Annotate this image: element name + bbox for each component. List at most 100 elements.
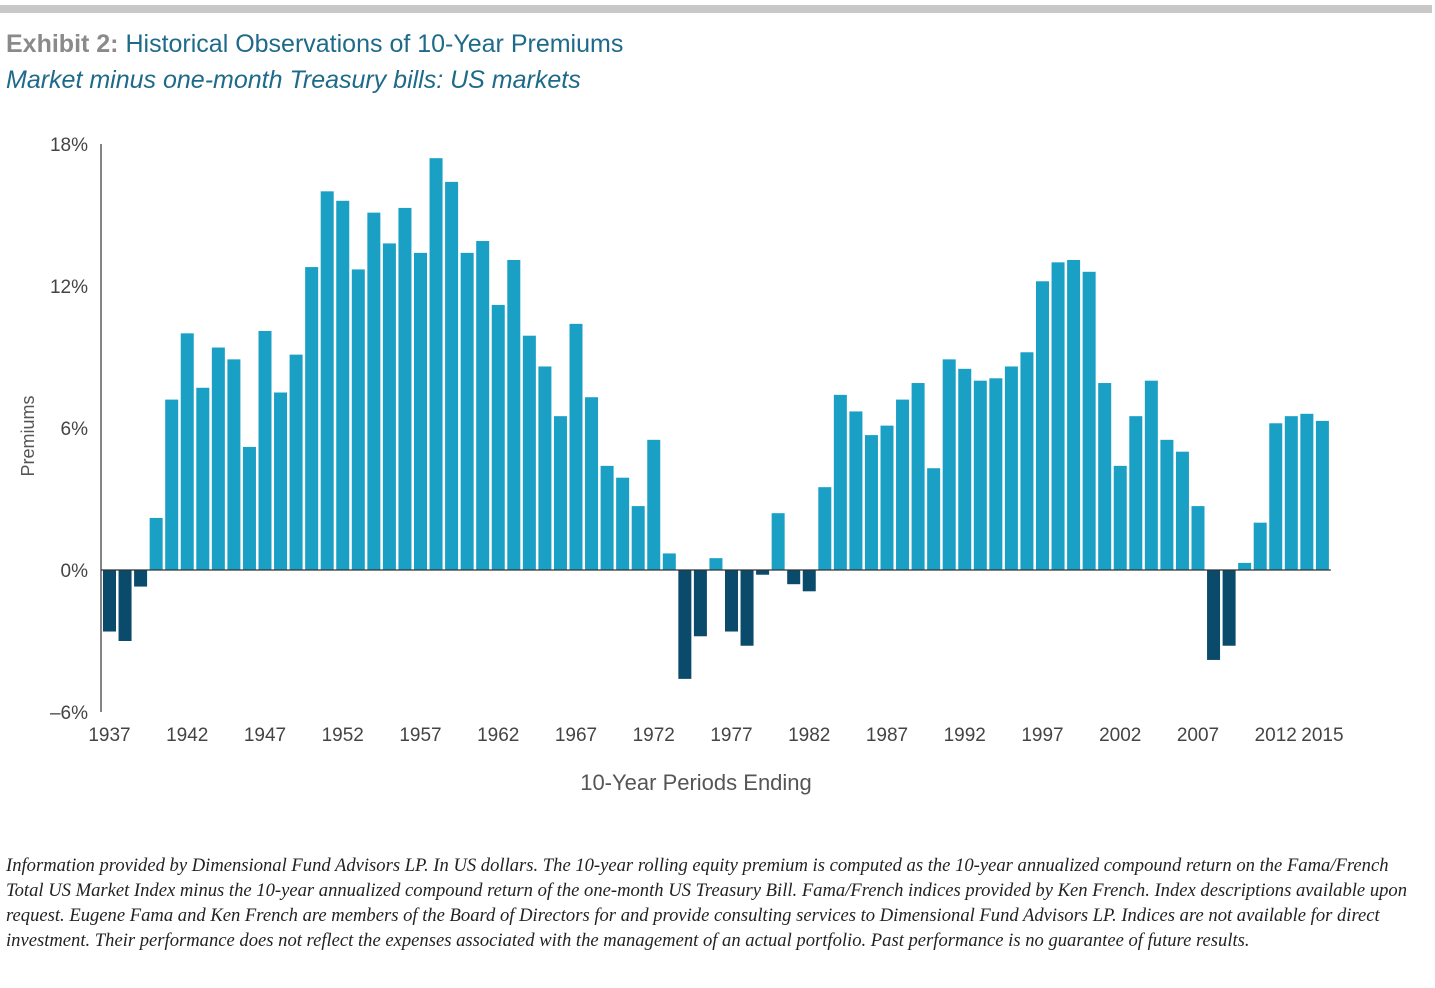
bar-1937 bbox=[103, 570, 116, 632]
bar-1975 bbox=[693, 570, 707, 637]
axes-group bbox=[100, 144, 1331, 712]
y-tick-label: 12% bbox=[50, 277, 88, 298]
bar-2003 bbox=[1129, 416, 1143, 570]
bar-1957 bbox=[414, 252, 427, 570]
bar-1958 bbox=[429, 158, 443, 570]
x-tick-label: 1962 bbox=[477, 725, 519, 746]
bar-1963 bbox=[507, 259, 521, 570]
x-tick-label: 1942 bbox=[166, 725, 208, 746]
bar-2011 bbox=[1253, 522, 1267, 570]
bar-1943 bbox=[196, 387, 210, 570]
bar-1974 bbox=[678, 570, 692, 679]
bar-1982 bbox=[802, 570, 816, 592]
bar-1984 bbox=[833, 394, 847, 570]
x-tick-label: 1992 bbox=[944, 725, 986, 746]
bar-1947 bbox=[258, 330, 272, 570]
bar-1942 bbox=[180, 333, 194, 570]
bar-1967 bbox=[569, 323, 583, 570]
bar-2004 bbox=[1144, 380, 1158, 570]
bar-1954 bbox=[367, 212, 381, 570]
bar-1944 bbox=[211, 347, 225, 570]
bar-2009 bbox=[1222, 570, 1236, 646]
bar-1966 bbox=[553, 416, 567, 570]
bar-1991 bbox=[942, 359, 956, 570]
x-tick-label: 1977 bbox=[710, 725, 752, 746]
bar-1953 bbox=[351, 269, 365, 570]
x-tick-label: 1937 bbox=[88, 725, 130, 746]
bar-1973 bbox=[662, 553, 676, 570]
bar-2000 bbox=[1082, 271, 1096, 570]
bar-2002 bbox=[1113, 465, 1127, 570]
bar-1999 bbox=[1067, 259, 1081, 570]
x-tick-label: 2007 bbox=[1177, 725, 1219, 746]
x-tick-label: 1957 bbox=[399, 725, 441, 746]
bar-1939 bbox=[134, 570, 148, 587]
bar-1970 bbox=[616, 477, 630, 570]
bar-1945 bbox=[227, 359, 241, 570]
x-tick-label: 1997 bbox=[1021, 725, 1063, 746]
bar-1989 bbox=[911, 383, 925, 570]
bar-1971 bbox=[631, 506, 645, 570]
chart-subtitle: Market minus one-month Treasury bills: U… bbox=[6, 66, 581, 94]
bar-2015 bbox=[1315, 420, 1329, 570]
bar-1997 bbox=[1036, 281, 1049, 570]
bar-1959 bbox=[445, 181, 459, 570]
bar-1994 bbox=[989, 378, 1003, 570]
x-tick-label: 1952 bbox=[322, 725, 364, 746]
bar-1941 bbox=[165, 399, 179, 570]
bar-1965 bbox=[538, 366, 552, 570]
bar-1946 bbox=[242, 446, 256, 570]
y-tick-label: 0% bbox=[61, 561, 89, 582]
bar-2006 bbox=[1175, 451, 1189, 570]
bar-1977 bbox=[725, 570, 738, 632]
premium-bar-chart: –6%0%6%12%18% 1937 1942 1947 1952 1957 1962 19… bbox=[18, 135, 1344, 795]
bar-1950 bbox=[305, 267, 319, 570]
bar-2013 bbox=[1284, 416, 1298, 570]
bar-1986 bbox=[864, 435, 878, 570]
title-rest: Historical Observations of 10-Year Premi… bbox=[118, 30, 624, 58]
x-tick-label: 1967 bbox=[555, 725, 597, 746]
bar-1987 bbox=[880, 425, 894, 570]
bar-2005 bbox=[1160, 439, 1174, 570]
bar-1955 bbox=[382, 243, 396, 570]
bar-1962 bbox=[491, 304, 505, 570]
bar-1951 bbox=[320, 191, 334, 570]
bar-1979 bbox=[756, 570, 770, 575]
bar-1969 bbox=[600, 465, 614, 570]
bar-1980 bbox=[771, 513, 785, 570]
bar-2001 bbox=[1098, 383, 1112, 570]
bar-1995 bbox=[1004, 366, 1018, 570]
y-tick-label: 18% bbox=[50, 135, 88, 156]
bar-1981 bbox=[787, 570, 801, 585]
bar-1960 bbox=[460, 252, 474, 570]
y-tick-label: –6% bbox=[50, 703, 88, 724]
title-lead: Exhibit 2: bbox=[6, 30, 119, 58]
bar-1992 bbox=[958, 368, 972, 570]
y-tick-label: 6% bbox=[61, 419, 89, 440]
bar-1972 bbox=[647, 439, 661, 570]
x-axis-label: 10-Year Periods Ending bbox=[580, 770, 812, 795]
bar-2010 bbox=[1238, 562, 1252, 570]
x-tick-label: 1972 bbox=[633, 725, 675, 746]
x-tick-label: 1982 bbox=[788, 725, 830, 746]
bar-1976 bbox=[709, 558, 723, 570]
bar-1961 bbox=[476, 241, 490, 570]
footnote-text: Information provided by Dimensional Fund… bbox=[6, 855, 1408, 951]
bars-group bbox=[103, 158, 1329, 679]
x-tick-label: 2012 bbox=[1255, 725, 1297, 746]
bar-1948 bbox=[274, 392, 288, 570]
chart-title: Exhibit 2: Historical Observations of 10… bbox=[6, 30, 623, 59]
bar-2012 bbox=[1269, 423, 1283, 570]
bar-1964 bbox=[522, 335, 536, 570]
x-tick-label: 2002 bbox=[1099, 725, 1141, 746]
bar-1990 bbox=[927, 468, 941, 570]
bar-2008 bbox=[1207, 570, 1221, 660]
x-tick-label: 2015 bbox=[1301, 725, 1343, 746]
x-tick-label: 1987 bbox=[866, 725, 908, 746]
bar-1983 bbox=[818, 487, 832, 570]
bar-1956 bbox=[398, 207, 412, 570]
bar-1993 bbox=[973, 380, 987, 570]
bar-1985 bbox=[849, 411, 863, 570]
y-axis-ticks: –6% 0% 6% 12% 18% bbox=[50, 135, 88, 724]
bar-1952 bbox=[336, 200, 350, 571]
